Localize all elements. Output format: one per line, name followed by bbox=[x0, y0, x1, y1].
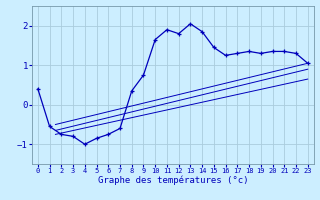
X-axis label: Graphe des températures (°c): Graphe des températures (°c) bbox=[98, 176, 248, 185]
